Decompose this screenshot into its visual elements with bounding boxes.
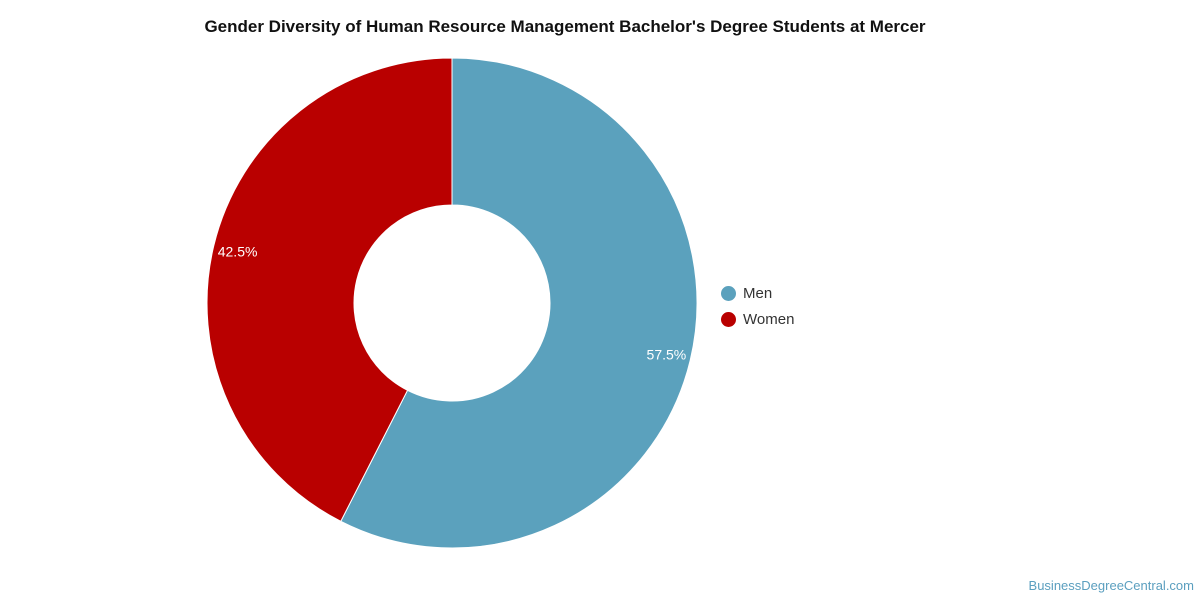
legend-item-women[interactable]: Women [721,306,794,332]
slice-label-women: 42.5% [218,244,258,260]
slice-label-men: 57.5% [647,346,687,362]
slice-men[interactable] [340,57,698,549]
chart-title: Gender Diversity of Human Resource Manag… [204,17,926,36]
legend-item-men[interactable]: Men [721,280,794,306]
legend-swatch-men [721,285,736,301]
slice-women[interactable] [206,57,453,522]
legend: Men Women [721,280,794,332]
legend-label-women: Women [743,310,795,328]
watermark[interactable]: BusinessDegreeCentral.com [1028,578,1194,593]
legend-swatch-women [721,311,736,327]
legend-label-men: Men [743,284,773,302]
